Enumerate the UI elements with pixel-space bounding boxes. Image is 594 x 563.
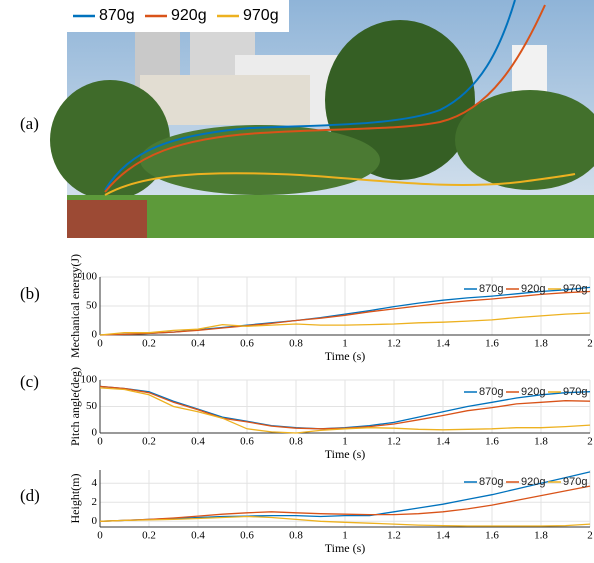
legend-label: 970g [563,386,587,398]
x-tick-label: 1 [342,436,348,448]
track [67,200,147,238]
x-tick-label: 0.2 [142,436,156,448]
x-tick-label: 1.8 [534,338,548,350]
y-tick-label: 50 [86,300,98,312]
x-tick-label: 0 [97,436,103,448]
x-tick-label: 1 [342,338,348,350]
x-tick-label: 0.6 [240,338,254,350]
x-tick-label: 1.6 [485,530,499,542]
y-tick-label: 0 [92,515,98,527]
x-tick-label: 0.6 [240,530,254,542]
x-tick-label: 0 [97,338,103,350]
x-tick-label: 1.6 [485,436,499,448]
y-tick-label: 50 [86,400,98,412]
legend-label: 920g [521,476,545,488]
x-tick-label: 0.4 [191,338,205,350]
x-tick-label: 1.2 [387,338,401,350]
x-tick-label: 1.4 [436,338,450,350]
legend-label: 870g [479,283,503,295]
y-tick-label: 4 [92,477,98,489]
x-axis-label: Time (s) [325,541,366,555]
x-tick-label: 1.4 [436,530,450,542]
x-tick-label: 1.2 [387,530,401,542]
legend-label: 970g [243,7,279,24]
tree [140,125,380,195]
y-tick-label: 100 [81,374,98,386]
legend-label: 970g [563,283,587,295]
x-tick-label: 2 [587,530,593,542]
x-tick-label: 2 [587,338,593,350]
panel-label: (a) [20,114,39,133]
y-tick-label: 0 [92,329,98,341]
x-tick-label: 0.8 [289,338,303,350]
legend-label: 970g [563,476,587,488]
y-axis-label: Pitch angle(deg) [68,367,82,446]
x-tick-label: 1.6 [485,338,499,350]
y-axis-label: Height(m) [68,474,82,524]
legend-label: 870g [479,386,503,398]
x-tick-label: 1.8 [534,530,548,542]
x-tick-label: 1 [342,530,348,542]
y-tick-label: 100 [81,271,98,283]
x-tick-label: 0.2 [142,530,156,542]
y-axis-label: Mechanical energy(J) [68,254,82,358]
panel-label: (b) [20,284,40,303]
legend-label: 870g [99,7,135,24]
x-tick-label: 0 [97,530,103,542]
figure: (a) 870g 920g 970g (b) 0 0.2 0.4 0.6 0.8 1 1.2 1.4 1… [0,0,594,563]
x-axis-label: Time (s) [325,349,366,363]
x-tick-label: 0.4 [191,436,205,448]
x-tick-label: 1.4 [436,436,450,448]
x-tick-label: 0.8 [289,436,303,448]
x-tick-label: 0.8 [289,530,303,542]
panel-label: (c) [20,372,39,391]
x-tick-label: 0.4 [191,530,205,542]
x-tick-label: 0.2 [142,338,156,350]
y-tick-label: 2 [92,496,98,508]
legend-label: 920g [521,386,545,398]
x-axis-label: Time (s) [325,447,366,461]
x-tick-label: 1.8 [534,436,548,448]
panel-label: (d) [20,486,40,505]
legend-label: 920g [521,283,545,295]
x-tick-label: 2 [587,436,593,448]
x-tick-label: 0.6 [240,436,254,448]
x-tick-label: 1.2 [387,436,401,448]
legend-label: 870g [479,476,503,488]
photo [50,0,594,238]
y-tick-label: 0 [92,427,98,439]
legend-label: 920g [171,7,207,24]
